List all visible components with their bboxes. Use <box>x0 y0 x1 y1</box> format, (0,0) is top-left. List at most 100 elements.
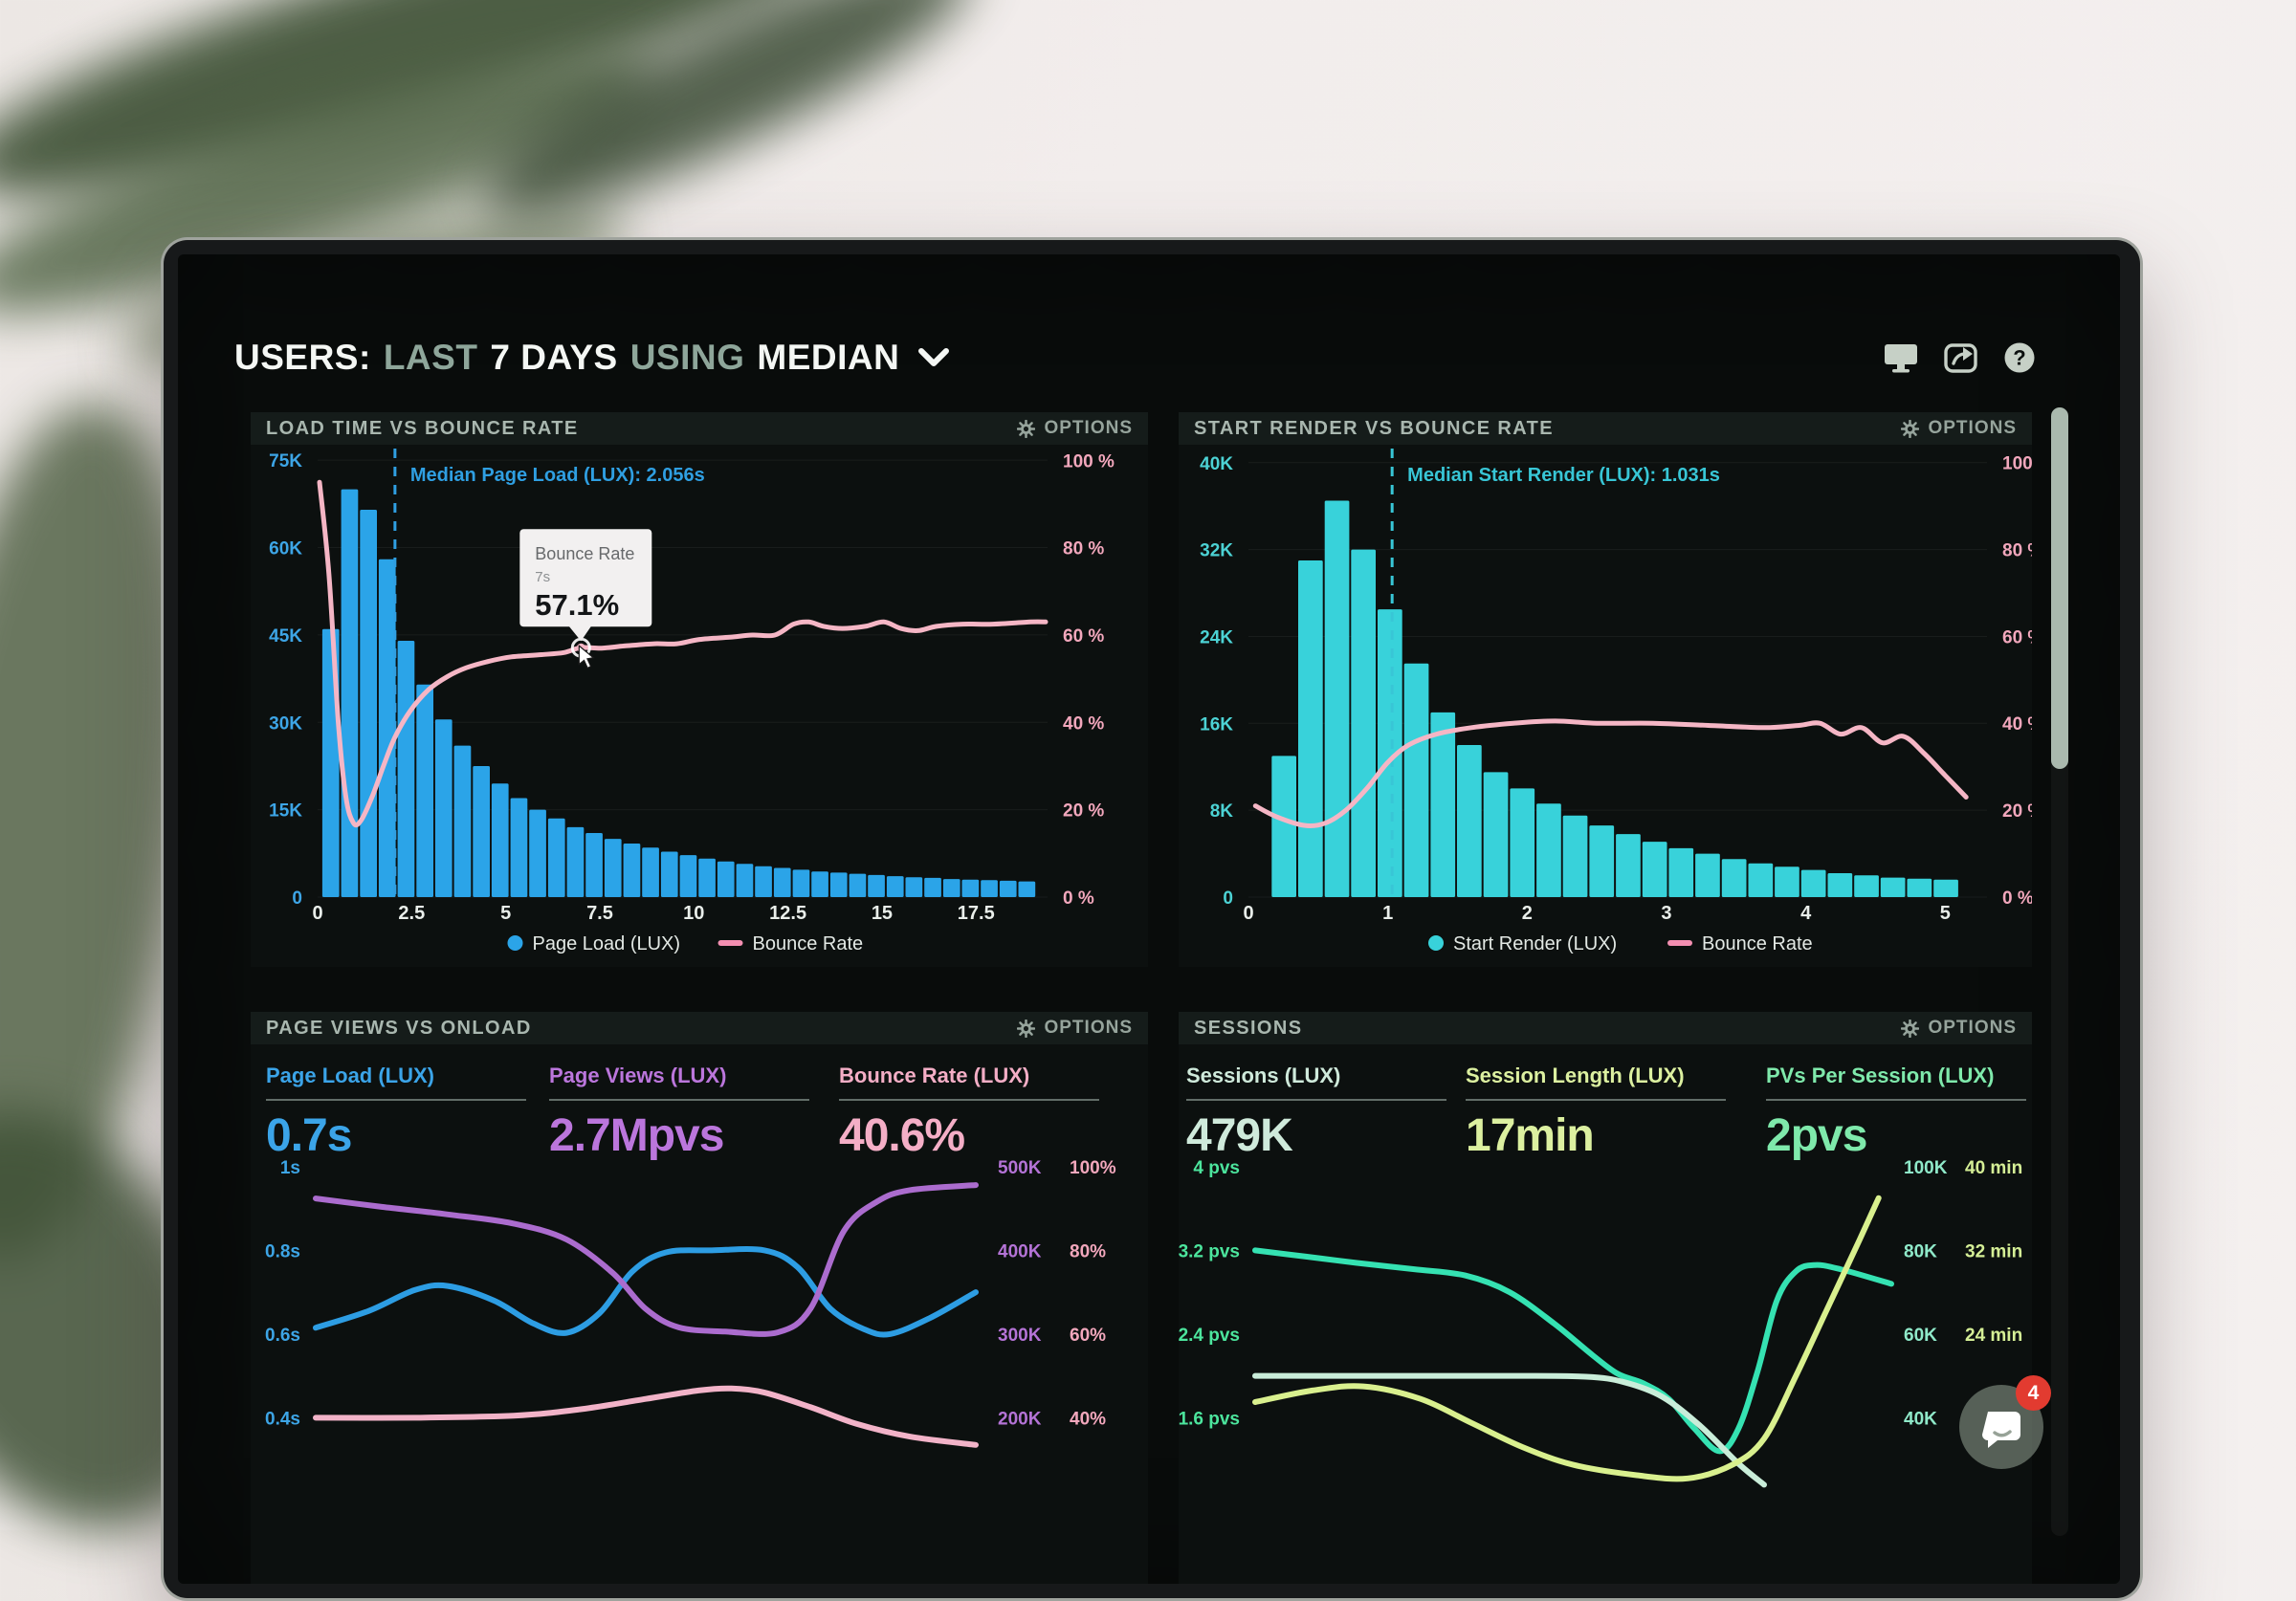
svg-text:60 %: 60 % <box>2002 627 2032 647</box>
right-axis-labels: 500K 400K 300K 200K <box>998 1158 1042 1430</box>
svg-text:80K: 80K <box>1904 1241 1937 1261</box>
line-sessions-lux <box>1252 1372 1767 1488</box>
svg-text:80 %: 80 % <box>1063 539 1104 559</box>
panel-header: SESSIONS OPTIONS <box>1179 1012 2032 1044</box>
svg-text:0 %: 0 % <box>2002 888 2032 909</box>
median-annotation: Median Start Render (LUX): 1.031s <box>1390 449 1720 897</box>
options-label: OPTIONS <box>1928 418 2017 438</box>
metric-value: 40.6% <box>839 1110 965 1161</box>
svg-text:1: 1 <box>1382 903 1393 924</box>
scrollbar-thumb[interactable] <box>2051 407 2068 769</box>
svg-text:20 %: 20 % <box>2002 801 2032 822</box>
metric-label: Bounce Rate (LUX) <box>839 1064 1030 1087</box>
svg-text:24 min: 24 min <box>1965 1326 2022 1346</box>
line-pvs-per-session-lux <box>1252 1247 1894 1455</box>
gear-icon <box>1901 1019 1920 1038</box>
svg-text:60 %: 60 % <box>1063 626 1104 647</box>
chat-bubble-icon <box>1980 1406 2024 1450</box>
svg-text:60K: 60K <box>1904 1326 1937 1346</box>
svg-text:2.4 pvs: 2.4 pvs <box>1179 1326 1240 1346</box>
x-axis-labels: 0 2.5 5 7.5 10 12.5 15 17.5 <box>312 903 994 924</box>
panel-title: START RENDER VS BOUNCE RATE <box>1194 417 1554 439</box>
svg-text:Page Load (LUX): Page Load (LUX) <box>533 933 681 954</box>
legend-marker-dot <box>507 935 523 951</box>
right-axis2-labels: 40 min 32 min 24 min <box>1965 1158 2022 1346</box>
metric-pvs-per-session: PVs Per Session (LUX) 2pvs <box>1766 1064 2026 1162</box>
left-axis-labels: 40K 32K 24K 16K 8K 0 <box>1200 454 1233 909</box>
help-icon[interactable]: ? <box>2003 341 2036 374</box>
chart-load-time-vs-bounce-rate: Median Page Load (LUX): 2.056s 75K 60K 45K 3… <box>269 449 1115 954</box>
svg-text:1.6 pvs: 1.6 pvs <box>1179 1409 1240 1429</box>
title-last: LAST <box>383 338 478 377</box>
gear-icon <box>1017 1019 1036 1038</box>
svg-text:100 %: 100 % <box>2002 454 2032 474</box>
line-bounce-rate-lux <box>313 1385 979 1448</box>
page-load-lux-bars <box>321 489 1036 897</box>
svg-text:0: 0 <box>312 903 322 924</box>
metric-label: PVs Per Session (LUX) <box>1766 1064 1995 1087</box>
svg-text:0.4s: 0.4s <box>265 1409 300 1429</box>
panel-title: PAGE VIEWS VS ONLOAD <box>266 1017 532 1039</box>
title-median: MEDIAN <box>757 338 900 377</box>
metric-value: 2.7Mpvs <box>549 1110 724 1161</box>
median-annotation: Median Page Load (LUX): 2.056s <box>393 449 705 897</box>
svg-text:8K: 8K <box>1210 801 1234 822</box>
options-label: OPTIONS <box>1044 418 1133 438</box>
svg-text:75K: 75K <box>269 451 302 472</box>
svg-text:300K: 300K <box>998 1326 1042 1346</box>
metric-divider <box>1466 1099 1726 1101</box>
right-axis-labels: 100K 80K 60K 40K <box>1904 1158 1948 1430</box>
svg-text:100 %: 100 % <box>1063 451 1115 472</box>
laptop-bezel: USERS: LAST 7 DAYS USING MEDIAN ? <box>161 237 2143 1601</box>
svg-text:30K: 30K <box>269 713 302 734</box>
metric-sessions: Sessions (LUX) 479K <box>1186 1064 1446 1162</box>
svg-text:45K: 45K <box>269 626 302 647</box>
svg-text:Median Start Render (LUX): 1.0: Median Start Render (LUX): 1.031s <box>1407 465 1720 486</box>
display-icon[interactable] <box>1883 342 1919 373</box>
metric-bounce-rate: Bounce Rate (LUX) 40.6% <box>839 1064 1099 1162</box>
svg-text:Bounce Rate: Bounce Rate <box>1702 933 1813 954</box>
svg-text:17.5: 17.5 <box>958 903 995 924</box>
chart-sessions: 4 pvs 3.2 pvs 2.4 pvs 1.6 pvs 100K 80K 60K 40K 4… <box>1179 1158 2022 1488</box>
panel-title: LOAD TIME VS BOUNCE RATE <box>266 417 579 439</box>
line-bounce-rate <box>317 479 1049 828</box>
svg-text:100K: 100K <box>1904 1158 1948 1178</box>
metric-divider <box>549 1099 809 1101</box>
svg-text:57.1%: 57.1% <box>535 588 619 622</box>
metric-divider <box>1186 1099 1446 1101</box>
panel-sessions: SESSIONS OPTIONS Sessions (LUX) 479K Ses… <box>1179 1012 2032 1584</box>
svg-text:40K: 40K <box>1904 1409 1937 1429</box>
svg-text:Bounce Rate: Bounce Rate <box>535 544 634 563</box>
metric-value: 2pvs <box>1766 1110 1867 1161</box>
svg-text:60K: 60K <box>269 539 302 559</box>
svg-text:4 pvs: 4 pvs <box>1193 1158 1240 1178</box>
legend-marker-line <box>718 940 743 946</box>
options-button[interactable]: OPTIONS <box>1901 418 2017 439</box>
svg-text:3.2 pvs: 3.2 pvs <box>1179 1241 1240 1261</box>
svg-text:0: 0 <box>1243 903 1253 924</box>
options-button[interactable]: OPTIONS <box>1901 1018 2017 1039</box>
panel-header: START RENDER VS BOUNCE RATE OPTIONS <box>1179 412 2032 445</box>
metric-session-length: Session Length (LUX) 17min <box>1466 1064 1726 1162</box>
svg-text:4: 4 <box>1800 903 1812 924</box>
chart-start-render-vs-bounce-rate: Median Start Render (LUX): 1.031s 40K 32K 2… <box>1200 449 2032 954</box>
svg-text:2: 2 <box>1522 903 1533 924</box>
svg-text:0 %: 0 % <box>1063 888 1094 909</box>
svg-text:0: 0 <box>292 888 302 909</box>
dashboard-header: USERS: LAST 7 DAYS USING MEDIAN ? <box>234 331 2036 384</box>
svg-text:500K: 500K <box>998 1158 1042 1178</box>
report-selector-dropdown[interactable]: USERS: LAST 7 DAYS USING MEDIAN <box>234 338 950 378</box>
tooltip: Bounce Rate 7s 57.1% <box>519 529 652 669</box>
line-session-length-lux <box>1252 1195 1882 1482</box>
intercom-launcher[interactable]: 4 <box>1959 1375 2051 1469</box>
svg-text:40K: 40K <box>1200 454 1233 474</box>
share-icon[interactable] <box>1944 342 1978 373</box>
options-button[interactable]: OPTIONS <box>1017 418 1133 439</box>
metric-value: 0.7s <box>266 1110 352 1161</box>
x-axis-labels: 0 1 2 3 4 5 <box>1243 903 1950 924</box>
start-render-lux-bars <box>1271 500 1958 897</box>
svg-text:32K: 32K <box>1200 541 1233 561</box>
svg-text:40 %: 40 % <box>2002 714 2032 735</box>
options-button[interactable]: OPTIONS <box>1017 1018 1133 1039</box>
svg-text:2.5: 2.5 <box>398 903 425 924</box>
